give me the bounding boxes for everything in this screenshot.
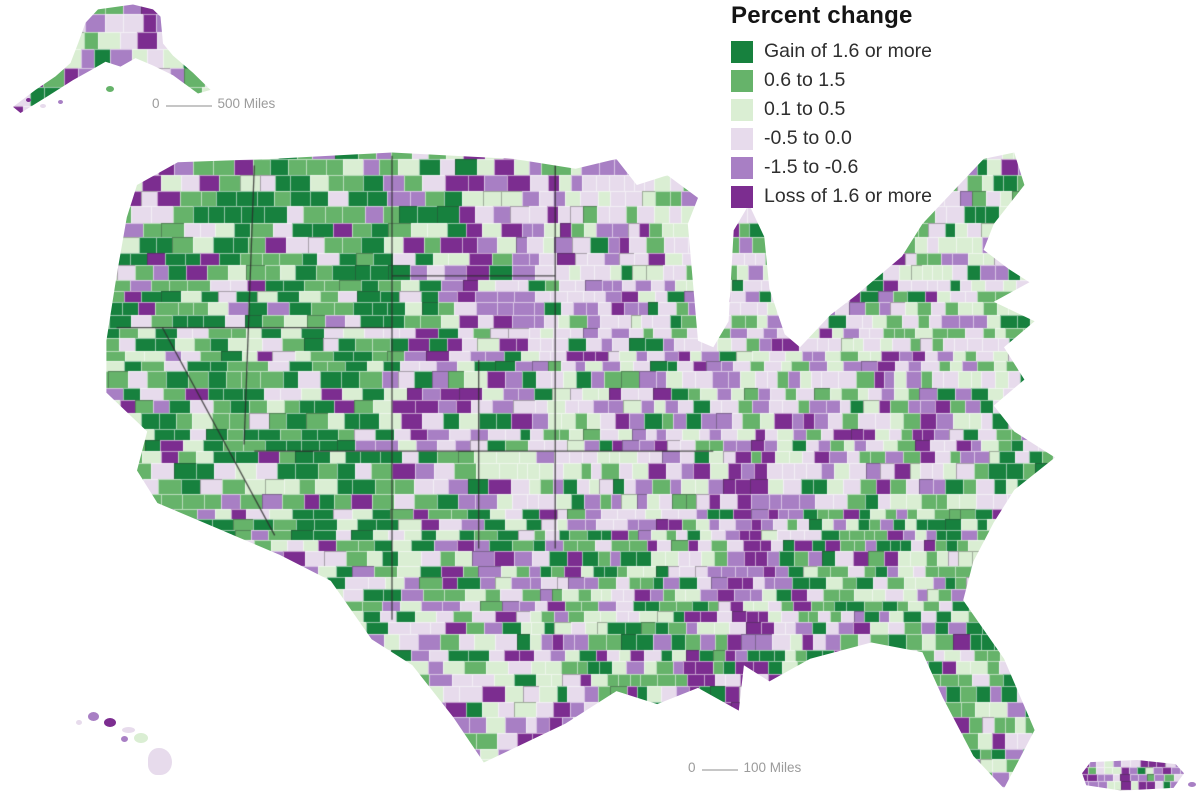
hawaii-island bbox=[134, 733, 148, 743]
legend-swatch bbox=[731, 156, 753, 179]
legend-item-label: 0.1 to 0.5 bbox=[764, 98, 846, 120]
legend-swatch bbox=[731, 40, 753, 63]
scale-bar-line bbox=[701, 769, 738, 771]
legend-swatch bbox=[731, 127, 753, 150]
hawaii-island bbox=[76, 720, 82, 725]
legend-title: Percent change bbox=[731, 2, 913, 29]
vieques-island bbox=[1188, 782, 1196, 787]
alaska-scale-bar: 0 500 Miles bbox=[152, 96, 275, 111]
scale-distance-label: 100 Miles bbox=[743, 760, 802, 775]
us-county-choropleth-map bbox=[106, 152, 1055, 789]
legend-item-label: 0.6 to 1.5 bbox=[764, 69, 846, 91]
legend-item: 0.1 to 0.5 bbox=[731, 98, 932, 121]
scale-zero-label: 0 bbox=[688, 760, 696, 775]
scale-bar-line bbox=[165, 105, 212, 107]
hawaii-island bbox=[122, 727, 135, 733]
legend-swatch bbox=[731, 185, 753, 208]
legend-item: -0.5 to 0.0 bbox=[731, 127, 932, 150]
aleutian-island bbox=[58, 100, 63, 104]
legend-swatch bbox=[731, 69, 753, 92]
hawaii-big-island bbox=[148, 748, 172, 775]
scale-distance-label: 500 Miles bbox=[217, 96, 276, 111]
legend: Percent change Gain of 1.6 or more 0.6 t… bbox=[731, 2, 932, 214]
aleutian-island bbox=[40, 104, 46, 108]
legend-item-label: Gain of 1.6 or more bbox=[764, 40, 932, 62]
legend-item: Gain of 1.6 or more bbox=[731, 40, 932, 63]
legend-item-label: -0.5 to 0.0 bbox=[764, 127, 852, 149]
hawaii-island bbox=[121, 736, 128, 742]
legend-item: Loss of 1.6 or more bbox=[731, 185, 932, 208]
hawaii-island bbox=[104, 718, 116, 727]
legend-item-label: Loss of 1.6 or more bbox=[764, 185, 932, 207]
scale-zero-label: 0 bbox=[152, 96, 160, 111]
aleutian-island bbox=[26, 98, 31, 102]
main-scale-bar: 0 100 Miles bbox=[688, 760, 801, 775]
puerto-rico-inset-map bbox=[1082, 760, 1184, 791]
legend-item: -1.5 to -0.6 bbox=[731, 156, 932, 179]
hawaii-island bbox=[88, 712, 99, 721]
legend-item-label: -1.5 to -0.6 bbox=[764, 156, 859, 178]
kodiak-island bbox=[106, 86, 114, 92]
legend-item: 0.6 to 1.5 bbox=[731, 69, 932, 92]
legend-swatch bbox=[731, 98, 753, 121]
